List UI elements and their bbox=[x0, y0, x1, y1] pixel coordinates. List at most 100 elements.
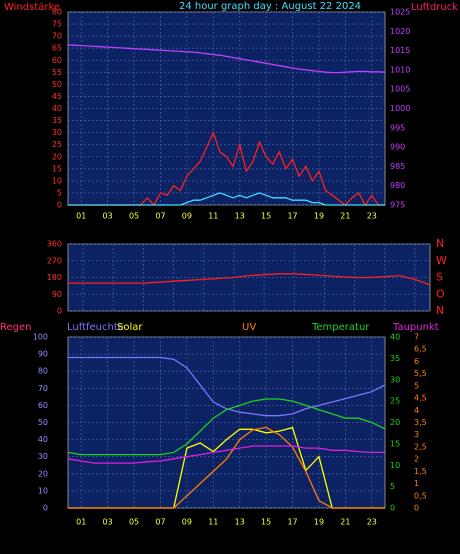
y2-tick-label: 990 bbox=[390, 143, 405, 152]
y-tick-label: 20 bbox=[52, 152, 62, 161]
y-tick-label: 0 bbox=[43, 504, 48, 513]
legend-entry: Temperatur bbox=[311, 322, 370, 333]
y2-tick-label: 980 bbox=[390, 181, 405, 190]
y-tick-label: 10 bbox=[52, 176, 62, 185]
left-axis-label: Windstärke bbox=[4, 2, 60, 13]
y2-tick-label: 15 bbox=[390, 439, 400, 448]
y2-tick-label: 10 bbox=[390, 461, 400, 470]
x-tick-label: 19 bbox=[314, 212, 324, 221]
y3-tick-label: 5 bbox=[414, 381, 419, 390]
x-tick-label: 05 bbox=[129, 518, 139, 527]
y-tick-label: 70 bbox=[52, 32, 62, 41]
y2-tick-label: 20 bbox=[390, 418, 400, 427]
y2-tick-label: 0 bbox=[390, 504, 395, 513]
chart-title: 24 hour graph day : August 22 2024 bbox=[179, 1, 361, 12]
x-tick-label: 23 bbox=[367, 518, 377, 527]
y2-tick-label: N bbox=[436, 237, 444, 250]
y2-tick-label: W bbox=[436, 254, 447, 267]
y3-tick-label: 1,5 bbox=[414, 467, 427, 476]
y-tick-label: 55 bbox=[52, 68, 62, 77]
y3-tick-label: 2 bbox=[414, 455, 419, 464]
y-tick-label: 80 bbox=[38, 367, 48, 376]
y-tick-label: 10 bbox=[38, 486, 48, 495]
x-tick-label: 09 bbox=[182, 212, 192, 221]
x-tick-label: 21 bbox=[340, 212, 350, 221]
y3-tick-label: 6 bbox=[414, 357, 419, 366]
x-tick-label: 07 bbox=[155, 212, 165, 221]
y-tick-label: 65 bbox=[52, 44, 62, 53]
y-tick-label: 35 bbox=[52, 116, 62, 125]
y-tick-label: 100 bbox=[33, 333, 48, 342]
y3-tick-label: 4 bbox=[414, 406, 419, 415]
y-tick-label: 180 bbox=[47, 273, 62, 282]
y-tick-label: 0 bbox=[57, 201, 62, 210]
y-tick-label: 75 bbox=[52, 20, 62, 29]
y-tick-label: 25 bbox=[52, 140, 62, 149]
x-tick-label: 09 bbox=[182, 518, 192, 527]
x-tick-label: 13 bbox=[235, 518, 245, 527]
y2-tick-label: 30 bbox=[390, 375, 400, 384]
x-tick-label: 11 bbox=[208, 212, 218, 221]
y-tick-label: 270 bbox=[47, 256, 62, 265]
y-tick-label: 45 bbox=[52, 92, 62, 101]
y2-tick-label: 975 bbox=[390, 201, 405, 210]
x-tick-label: 05 bbox=[129, 212, 139, 221]
x-tick-label: 07 bbox=[155, 518, 165, 527]
y2-tick-label: N bbox=[436, 304, 444, 317]
series-line bbox=[67, 44, 386, 74]
series-line bbox=[68, 426, 385, 509]
y3-tick-label: 7 bbox=[414, 333, 419, 342]
y-tick-label: 5 bbox=[57, 188, 62, 197]
y-tick-label: 30 bbox=[52, 128, 62, 137]
y-tick-label: 60 bbox=[38, 401, 48, 410]
x-tick-label: 15 bbox=[261, 518, 271, 527]
y3-tick-label: 4,5 bbox=[414, 394, 427, 403]
x-tick-label: 01 bbox=[76, 518, 86, 527]
y-tick-label: 90 bbox=[52, 290, 62, 299]
legend-entry: Solar bbox=[117, 322, 143, 333]
y2-tick-label: 35 bbox=[390, 354, 400, 363]
y-tick-label: 0 bbox=[57, 307, 62, 316]
x-tick-label: 23 bbox=[367, 212, 377, 221]
y-tick-label: 360 bbox=[47, 240, 62, 249]
x-tick-label: 17 bbox=[287, 518, 297, 527]
y3-tick-label: 2,5 bbox=[414, 442, 427, 451]
y2-tick-label: 1010 bbox=[390, 65, 410, 74]
legend-entry: Luftfeuchte bbox=[67, 322, 124, 333]
x-tick-label: 11 bbox=[208, 518, 218, 527]
x-tick-label: 21 bbox=[340, 518, 350, 527]
x-tick-label: 17 bbox=[287, 212, 297, 221]
y2-tick-label: 995 bbox=[390, 123, 405, 132]
y3-tick-label: 1 bbox=[414, 479, 419, 488]
y2-tick-label: 985 bbox=[390, 162, 405, 171]
y-tick-label: 60 bbox=[52, 56, 62, 65]
x-tick-label: 03 bbox=[103, 212, 113, 221]
y-tick-label: 40 bbox=[38, 435, 48, 444]
right-axis-label: Luftdruck bbox=[411, 2, 458, 13]
y-tick-label: 20 bbox=[38, 469, 48, 478]
y2-tick-label: 1000 bbox=[390, 104, 410, 113]
y2-tick-label: 1020 bbox=[390, 27, 410, 36]
annotation: Regen bbox=[0, 322, 32, 333]
y3-tick-label: 0 bbox=[414, 504, 419, 513]
x-tick-label: 13 bbox=[235, 212, 245, 221]
x-tick-label: 01 bbox=[76, 212, 86, 221]
y-tick-label: 80 bbox=[52, 8, 62, 17]
series-line bbox=[68, 273, 431, 286]
y-tick-label: 15 bbox=[52, 164, 62, 173]
series-line bbox=[67, 445, 385, 464]
y2-tick-label: 1025 bbox=[390, 8, 410, 17]
series-line bbox=[67, 398, 386, 456]
y-tick-label: 40 bbox=[52, 104, 62, 113]
y2-tick-label: S bbox=[436, 271, 443, 284]
y-tick-label: 50 bbox=[38, 418, 48, 427]
x-tick-label: 19 bbox=[314, 518, 324, 527]
y2-tick-label: O bbox=[436, 287, 445, 300]
x-tick-label: 03 bbox=[103, 518, 113, 527]
y2-tick-label: 1005 bbox=[390, 85, 410, 94]
x-tick-label: 15 bbox=[261, 212, 271, 221]
y-tick-label: 50 bbox=[52, 80, 62, 89]
y-tick-label: 70 bbox=[38, 384, 48, 393]
y-tick-label: 30 bbox=[38, 452, 48, 461]
